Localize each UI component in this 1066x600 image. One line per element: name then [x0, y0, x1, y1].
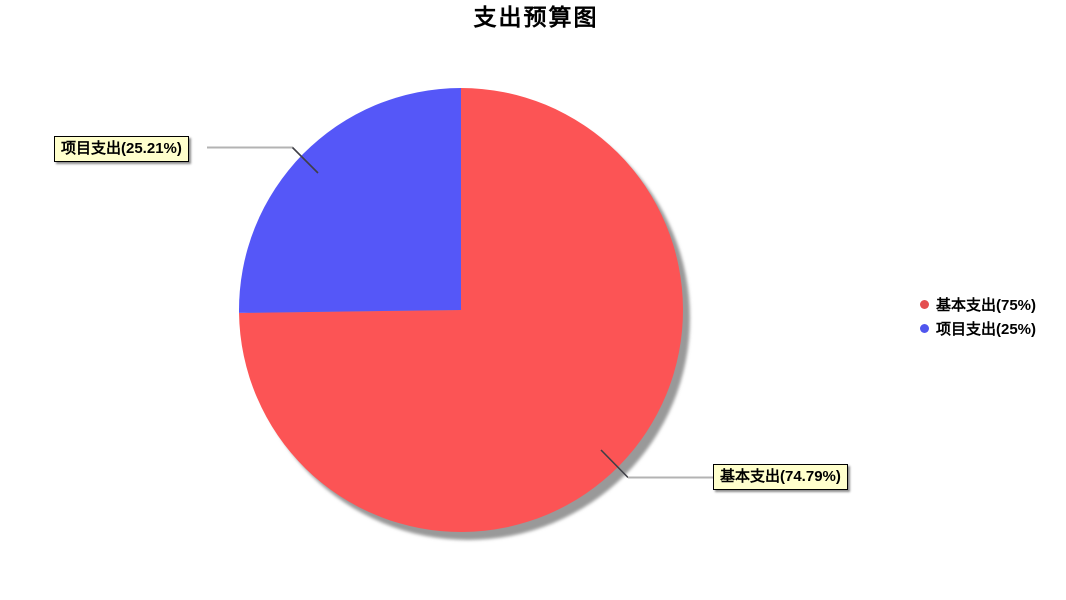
legend-item-project-expenditure[interactable]: 项目支出(25%)	[920, 316, 1036, 340]
legend-marker-project-icon	[920, 323, 929, 333]
legend-label-project: 项目支出(25%)	[936, 320, 1037, 338]
callout-project-expenditure: 项目支出(25.21%)	[54, 136, 189, 162]
callout-basic-expenditure: 基本支出(74.79%)	[713, 464, 848, 490]
pie-slice-basic-expenditure[interactable]	[239, 88, 684, 532]
leader-line-basic-diagonal	[600, 449, 629, 479]
legend-item-basic-expenditure[interactable]: 基本支出(75%)	[920, 292, 1036, 316]
chart-title: 支出预算图	[473, 4, 599, 30]
leader-line-project-diagonal	[291, 146, 319, 174]
legend-label-basic: 基本支出(75%)	[936, 296, 1037, 314]
legend-marker-basic-icon	[920, 299, 929, 309]
legend: 基本支出(75%) 项目支出(25%)	[920, 292, 1036, 340]
pie-slice-project-expenditure[interactable]	[239, 88, 461, 313]
